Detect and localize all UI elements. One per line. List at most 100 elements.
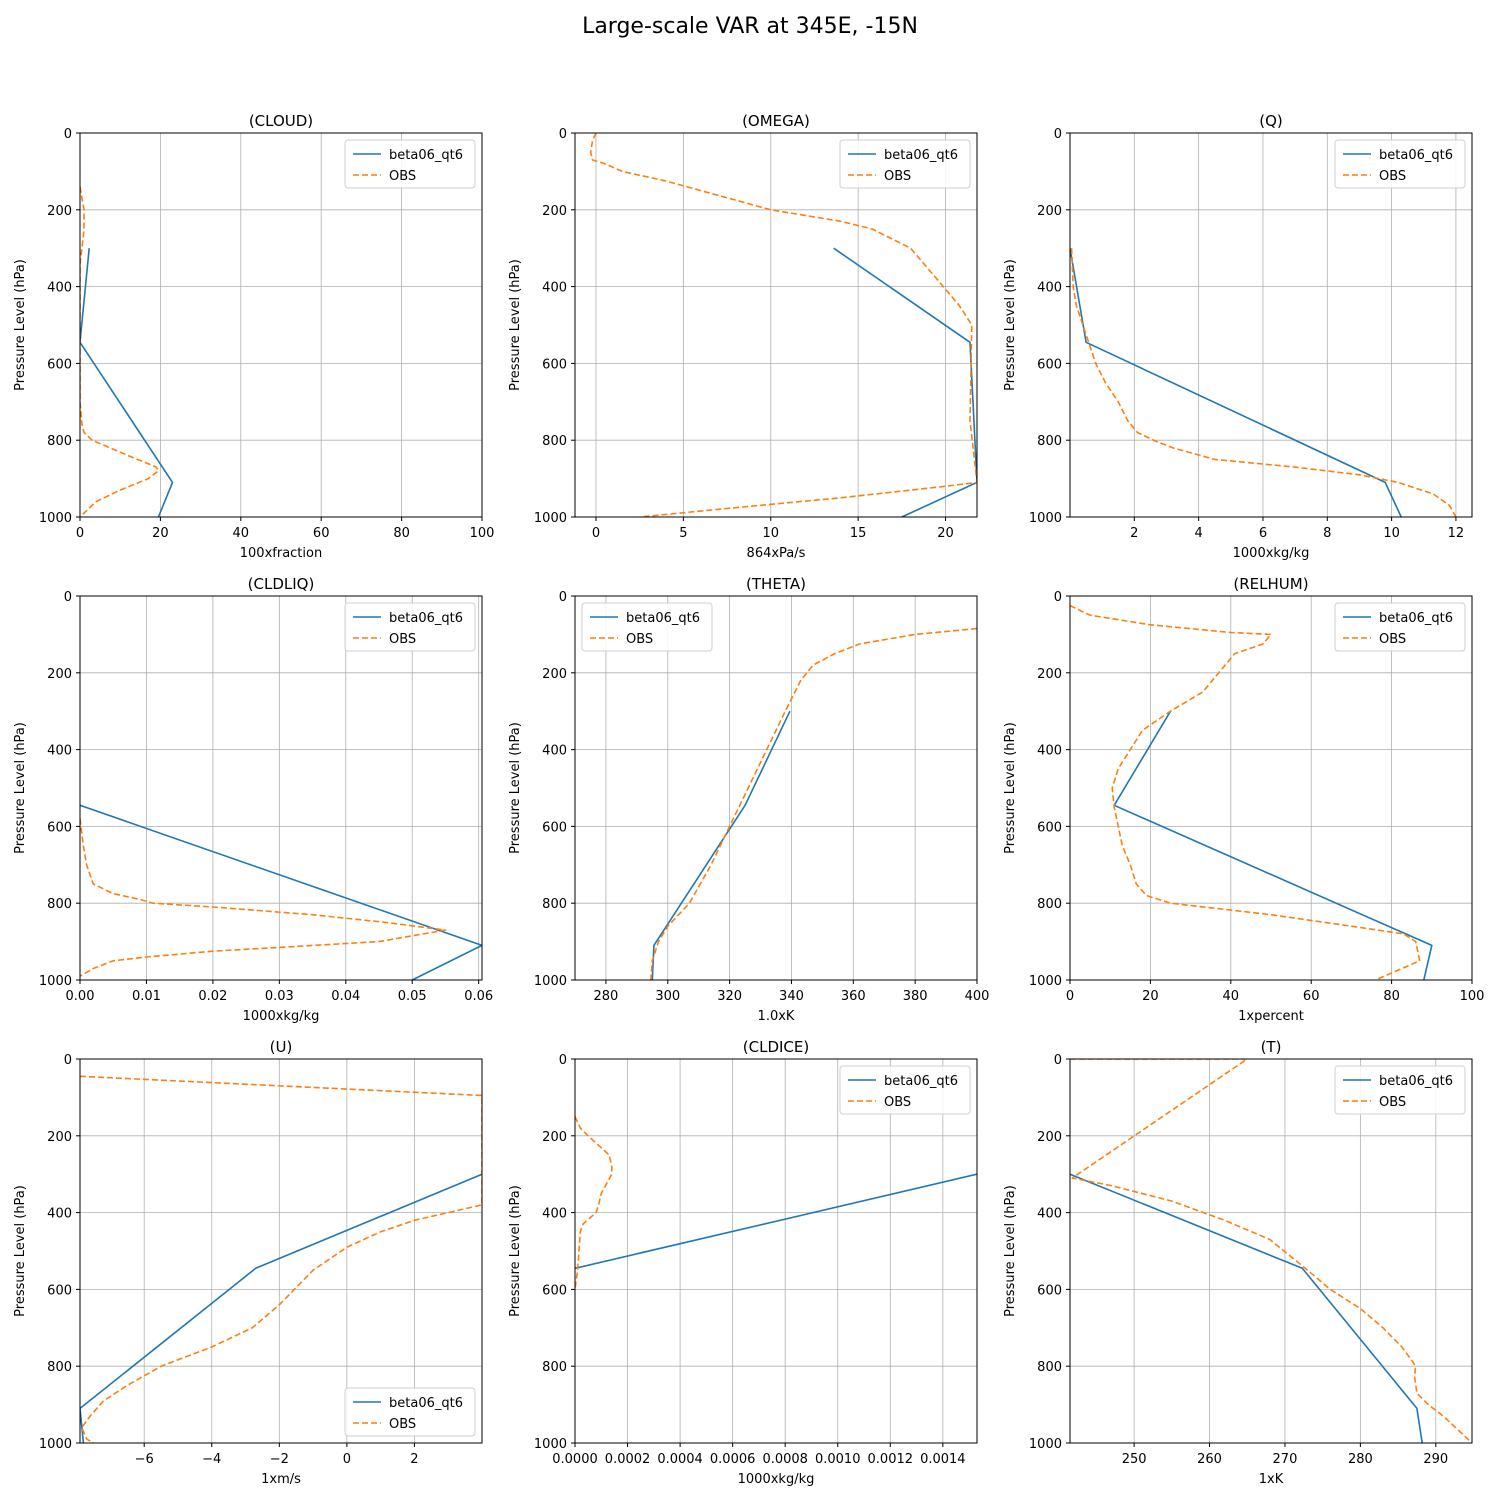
x-tick-label: 100 bbox=[1460, 989, 1485, 1004]
y-tick-label: 0 bbox=[1054, 1053, 1062, 1068]
y-tick-label: 600 bbox=[47, 1283, 72, 1298]
x-tick-label: 4 bbox=[1194, 526, 1202, 541]
y-tick-label: 1000 bbox=[1029, 511, 1062, 526]
y-tick-label: 200 bbox=[47, 667, 72, 682]
x-axis-label: 100xfraction bbox=[240, 546, 322, 561]
x-tick-label: 40 bbox=[233, 526, 250, 541]
y-tick-label: 600 bbox=[1037, 820, 1062, 835]
obs-line bbox=[1070, 604, 1421, 980]
x-tick-label: 60 bbox=[313, 526, 330, 541]
panel-theta: 280 300 320 340 360 380 400 0 200 400 600 800 1000 (T… bbox=[508, 575, 989, 1024]
panel-title: (RELHUM) bbox=[1233, 575, 1308, 593]
model-line bbox=[80, 248, 174, 517]
x-tick-label: 0.0008 bbox=[762, 1452, 808, 1467]
y-axis-label: Pressure Level (hPa) bbox=[13, 722, 28, 854]
legend-label: OBS bbox=[884, 169, 911, 184]
panel-omega: 0 5 10 15 2002004006008001000(OMEGA)864xPa/s… bbox=[508, 112, 978, 561]
panel-relhum: 0 20 40 60 80 10002004006008001000(RELHUM)1xp… bbox=[1003, 575, 1484, 1024]
panel-title: (CLDLIQ) bbox=[248, 575, 315, 593]
x-axis-label: 1000xkg/kg bbox=[1233, 546, 1310, 561]
y-tick-label: 600 bbox=[1037, 357, 1062, 372]
y-tick-label: 0 bbox=[64, 1053, 72, 1068]
x-tick-label: 60 bbox=[1303, 989, 1320, 1004]
y-axis-label: Pressure Level (hPa) bbox=[508, 259, 523, 391]
y-tick-label: 800 bbox=[1037, 1360, 1062, 1375]
panel-title: (T) bbox=[1261, 1038, 1282, 1056]
y-tick-label: 600 bbox=[47, 357, 72, 372]
x-tick-label: 0.0014 bbox=[920, 1452, 966, 1467]
x-axis-label: 1.0xK bbox=[758, 1009, 795, 1024]
obs-line bbox=[1070, 1059, 1472, 1443]
model-line bbox=[80, 1173, 482, 1443]
panel-title: (Q) bbox=[1259, 112, 1283, 130]
y-tick-label: 400 bbox=[47, 281, 72, 296]
x-tick-label: 80 bbox=[393, 526, 410, 541]
legend-box bbox=[1334, 1065, 1466, 1115]
legend: beta06_qt6 OBS bbox=[344, 602, 476, 652]
y-axis-label: Pressure Level (hPa) bbox=[1003, 722, 1018, 854]
x-tick-label: 0.0002 bbox=[605, 1452, 651, 1467]
legend: beta06_qt6 OBS bbox=[581, 602, 713, 652]
series-group bbox=[575, 1116, 977, 1290]
legend: beta06_qt6 OBS bbox=[344, 139, 476, 189]
obs-line bbox=[1070, 248, 1457, 517]
axes-frame bbox=[79, 132, 483, 518]
model-line bbox=[1113, 710, 1433, 980]
y-tick-label: 600 bbox=[542, 820, 567, 835]
legend: beta06_qt6 OBS bbox=[1334, 1065, 1466, 1115]
panel-cldliq: 0.00 0.01 0.02 0.03 0.04 0.05 0.06 0 200 400 600 80… bbox=[13, 575, 493, 1024]
x-tick-label: 0.03 bbox=[265, 989, 294, 1004]
y-axis-label: Pressure Level (hPa) bbox=[13, 259, 28, 391]
x-tick-label: 6 bbox=[1259, 526, 1267, 541]
legend-label: beta06_qt6 bbox=[389, 1396, 463, 1411]
x-tick-label: 320 bbox=[717, 989, 742, 1004]
x-tick-label: 260 bbox=[1197, 1452, 1222, 1467]
legend-label: OBS bbox=[626, 632, 653, 647]
legend: beta06_qt6 OBS bbox=[1334, 139, 1466, 189]
panel-title: (OMEGA) bbox=[742, 112, 810, 130]
y-tick-label: 400 bbox=[47, 1207, 72, 1222]
y-tick-label: 1000 bbox=[39, 1437, 72, 1452]
series-group bbox=[1070, 1059, 1472, 1443]
legend-label: OBS bbox=[1379, 632, 1406, 647]
legend: beta06_qt6 OBS bbox=[839, 139, 971, 189]
model-line bbox=[651, 710, 791, 980]
axes-frame bbox=[1069, 132, 1473, 518]
x-tick-label: 0.02 bbox=[198, 989, 227, 1004]
y-tick-label: 200 bbox=[542, 667, 567, 682]
y-tick-label: 800 bbox=[542, 1360, 567, 1375]
panel-t: 250 260 270 280 290 0 200 400 600 800 1000 (T) 1xK Pr… bbox=[1003, 1038, 1473, 1487]
x-tick-label: 5 bbox=[679, 526, 687, 541]
legend-box bbox=[1334, 139, 1466, 189]
axes-frame bbox=[79, 595, 483, 981]
y-tick-label: 800 bbox=[47, 434, 72, 449]
y-tick-label: 200 bbox=[1037, 204, 1062, 219]
x-tick-label: −2 bbox=[270, 1452, 289, 1467]
y-tick-label: 600 bbox=[1037, 1283, 1062, 1298]
legend-box bbox=[581, 602, 713, 652]
x-tick-label: 10 bbox=[762, 526, 779, 541]
x-tick-label: 0.0004 bbox=[657, 1452, 703, 1467]
y-tick-label: 600 bbox=[47, 820, 72, 835]
axes-frame bbox=[574, 132, 978, 518]
legend: beta06_qt6 OBS bbox=[839, 1065, 971, 1115]
x-tick-label: 0 bbox=[592, 526, 600, 541]
y-tick-label: 0 bbox=[64, 127, 72, 142]
x-tick-label: 0.0006 bbox=[710, 1452, 756, 1467]
x-tick-label: 0.0010 bbox=[815, 1452, 861, 1467]
y-tick-label: 200 bbox=[542, 1130, 567, 1145]
y-tick-label: 600 bbox=[542, 1283, 567, 1298]
x-tick-label: 15 bbox=[850, 526, 867, 541]
legend-label: OBS bbox=[389, 1417, 416, 1432]
y-tick-label: 800 bbox=[1037, 434, 1062, 449]
legend-label: beta06_qt6 bbox=[626, 611, 700, 626]
series-group bbox=[80, 804, 482, 980]
x-tick-label: 40 bbox=[1223, 989, 1240, 1004]
x-tick-label: 0.06 bbox=[464, 989, 493, 1004]
legend-label: beta06_qt6 bbox=[389, 611, 463, 626]
series-group bbox=[589, 133, 977, 517]
x-tick-label: 0.04 bbox=[331, 989, 360, 1004]
y-tick-label: 200 bbox=[47, 204, 72, 219]
x-tick-label: 280 bbox=[1348, 1452, 1373, 1467]
y-tick-label: 400 bbox=[542, 744, 567, 759]
